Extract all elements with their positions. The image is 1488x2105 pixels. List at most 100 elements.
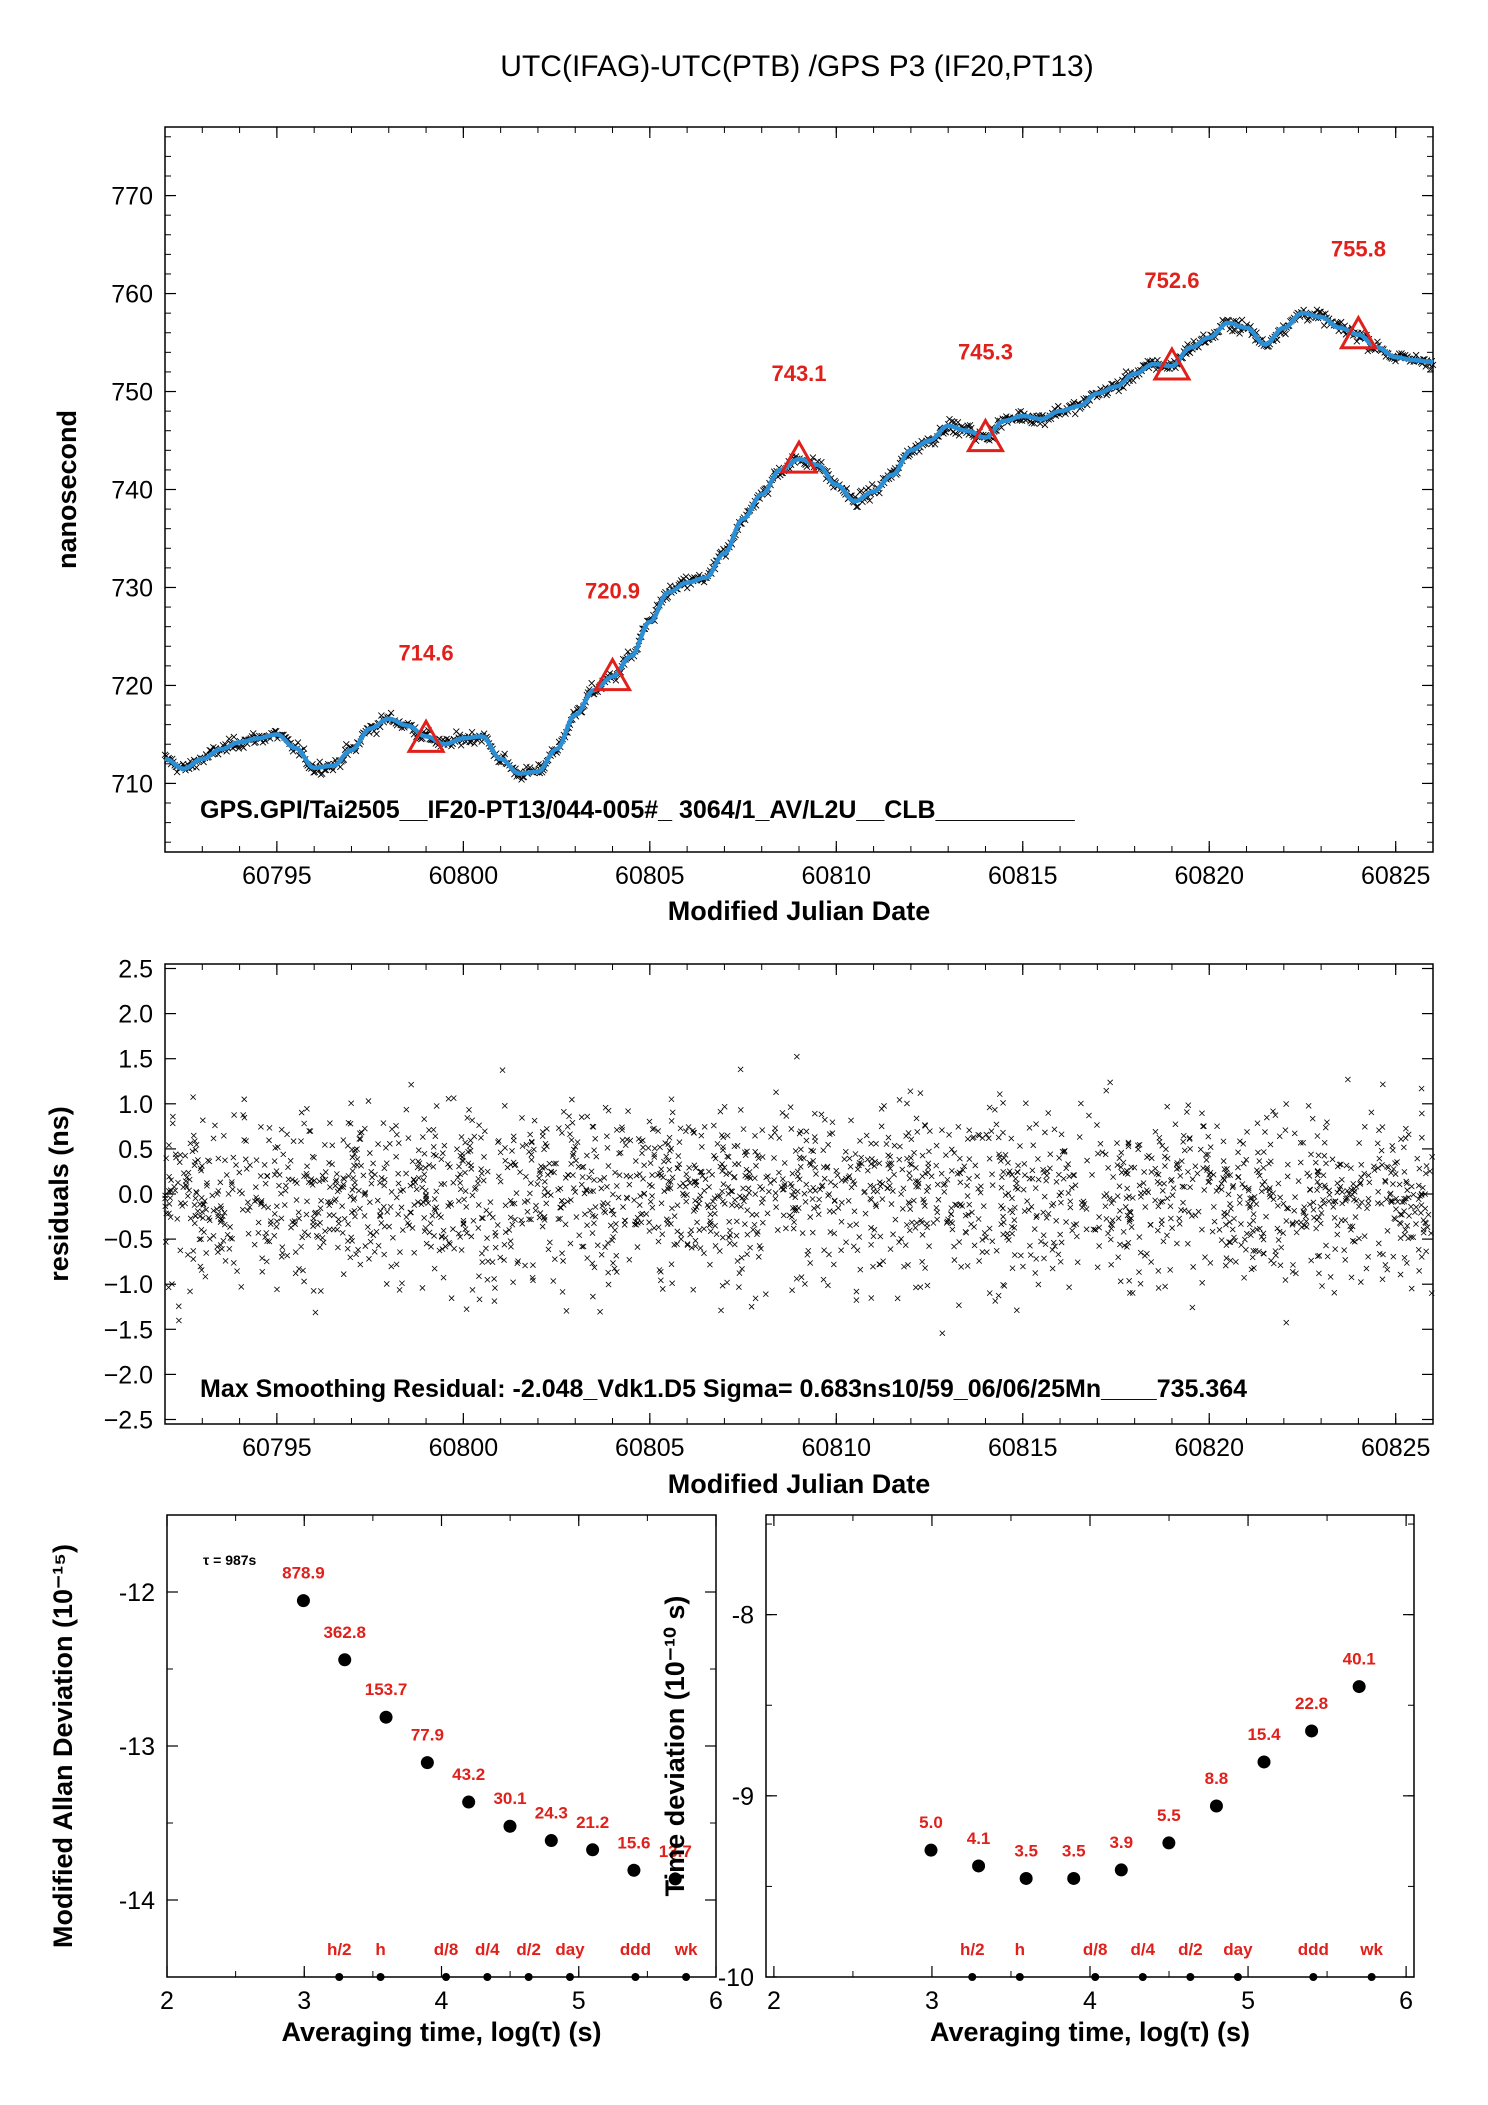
residual-point [231, 1112, 237, 1118]
residual-point [347, 1120, 354, 1127]
residual-point [1161, 1153, 1168, 1160]
residual-point [349, 1186, 356, 1193]
residual-point [1226, 1239, 1232, 1246]
residual-point [579, 1174, 586, 1180]
residual-point [880, 1258, 887, 1265]
residual-point [203, 1206, 210, 1213]
residual-point [667, 1179, 674, 1185]
interval-marker-dot [442, 1973, 451, 1981]
residual-point [802, 1281, 808, 1287]
residual-point [502, 1229, 509, 1236]
residual-point [1011, 1204, 1018, 1211]
residual-point [558, 1204, 564, 1211]
residual-point [167, 1195, 174, 1201]
residual-point [502, 1144, 508, 1151]
residual-point [998, 1221, 1005, 1228]
residual-point [649, 1126, 656, 1133]
residual-point [797, 1163, 804, 1170]
residual-point [421, 1150, 428, 1157]
residual-point [1327, 1274, 1334, 1280]
residual-point [912, 1178, 919, 1185]
residual-point [711, 1210, 718, 1217]
residual-point [783, 1113, 790, 1119]
residual-point [484, 1276, 491, 1283]
residual-point [600, 1200, 607, 1206]
residual-point [818, 1183, 825, 1190]
residual-point [1358, 1174, 1365, 1181]
residual-point [729, 1202, 735, 1208]
residual-point [666, 1134, 673, 1141]
residual-point [539, 1223, 546, 1230]
residual-point [521, 1199, 528, 1205]
plot-note: Max Smoothing Residual: -2.048_Vdk1.D5 S… [200, 1375, 1247, 1403]
residual-point [1115, 1215, 1122, 1222]
residual-point [192, 1195, 199, 1202]
residual-point [278, 1215, 285, 1222]
residual-point [431, 1232, 437, 1239]
mdev-point [420, 1756, 434, 1770]
residual-point [665, 1183, 672, 1190]
residual-point [1371, 1167, 1378, 1174]
residual-point [1280, 1200, 1287, 1207]
residual-point [1089, 1172, 1095, 1178]
residual-point [972, 1162, 979, 1169]
residual-point [162, 1195, 168, 1202]
residual-point [299, 1234, 306, 1241]
residual-point [526, 1190, 533, 1197]
mdev-point [544, 1834, 558, 1848]
residual-point [1250, 1248, 1257, 1254]
residual-point [1314, 1187, 1320, 1194]
residual-point [421, 1116, 428, 1122]
residual-point [1319, 1283, 1325, 1289]
residual-point [430, 1144, 437, 1150]
mdev-value-label: 153.7 [365, 1680, 408, 1699]
residual-point [491, 1298, 498, 1304]
residual-point [462, 1188, 469, 1195]
residual-point [663, 1153, 670, 1160]
residual-point [528, 1139, 535, 1146]
residual-point [162, 1203, 169, 1210]
residual-point [564, 1123, 571, 1130]
data-point [294, 739, 302, 746]
residual-point [1197, 1146, 1204, 1153]
residual-point [480, 1177, 487, 1184]
residual-point [911, 1149, 917, 1156]
residual-point [228, 1181, 235, 1188]
residual-point [439, 1234, 445, 1240]
residual-point [636, 1202, 643, 1208]
residual-point [692, 1237, 699, 1244]
residual-point [1055, 1251, 1062, 1258]
residual-point [759, 1127, 766, 1133]
residual-point [1331, 1214, 1338, 1221]
residual-point [362, 1189, 369, 1196]
residual-point [712, 1242, 719, 1249]
residual-point [995, 1134, 1002, 1141]
residual-point [637, 1193, 644, 1199]
residual-point [1009, 1265, 1016, 1272]
residual-point [1221, 1209, 1228, 1216]
residual-point [690, 1286, 697, 1293]
residual-point [825, 1282, 831, 1289]
residual-point [626, 1181, 633, 1188]
residual-point [762, 1291, 769, 1298]
residual-point [433, 1152, 439, 1159]
residual-point [603, 1133, 610, 1140]
residual-point [764, 1210, 771, 1217]
residual-point [774, 1227, 781, 1233]
x-tick-label: 60810 [802, 862, 872, 890]
residual-point [752, 1191, 759, 1198]
residual-point [187, 1215, 194, 1222]
residual-point [868, 1140, 874, 1147]
residual-point [737, 1107, 744, 1113]
residual-point [288, 1224, 294, 1231]
residual-point [685, 1124, 692, 1130]
residual-point [674, 1165, 681, 1172]
residual-point [466, 1143, 473, 1149]
residual-point [627, 1173, 634, 1180]
residual-point [168, 1177, 175, 1183]
residual-point [624, 1195, 631, 1202]
residual-point [219, 1213, 226, 1220]
residual-point [1017, 1252, 1024, 1259]
residual-point [1118, 1164, 1124, 1171]
residual-point [1107, 1221, 1114, 1227]
